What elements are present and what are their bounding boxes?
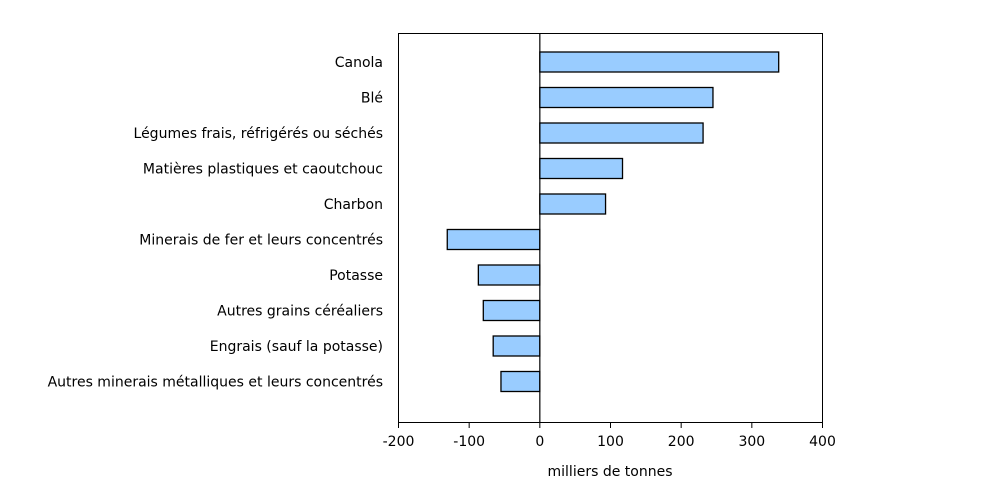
category-label: Autres minerais métalliques et leurs con… <box>48 375 383 391</box>
bar <box>492 335 541 357</box>
category-label: Minerais de fer et leurs concentrés <box>139 233 383 249</box>
bar <box>477 264 541 286</box>
x-axis-label: milliers de tonnes <box>548 464 673 480</box>
x-tick-label: -100 <box>453 434 485 450</box>
bar <box>539 51 780 73</box>
x-tick-label: 300 <box>738 434 765 450</box>
bar <box>539 193 607 215</box>
category-label: Légumes frais, réfrigérés ou séchés <box>134 126 383 142</box>
x-tick-label: 0 <box>535 434 544 450</box>
bar <box>539 157 624 180</box>
category-label: Charbon <box>324 197 383 213</box>
category-label: Engrais (sauf la potasse) <box>210 339 383 355</box>
x-tick-label: 400 <box>809 434 836 450</box>
bar <box>482 299 541 322</box>
category-label: Canola <box>335 55 383 71</box>
x-tick-label: 100 <box>597 434 624 450</box>
category-label: Potasse <box>329 268 383 284</box>
bar <box>500 370 541 393</box>
x-tick-label: 200 <box>668 434 695 450</box>
bar <box>539 122 704 144</box>
category-label: Blé <box>361 91 383 107</box>
category-label: Autres grains céréaliers <box>217 304 383 320</box>
x-tick-label: -200 <box>383 434 415 450</box>
category-label: Matières plastiques et caoutchouc <box>143 162 383 178</box>
bar <box>446 228 541 251</box>
bar <box>539 86 714 109</box>
